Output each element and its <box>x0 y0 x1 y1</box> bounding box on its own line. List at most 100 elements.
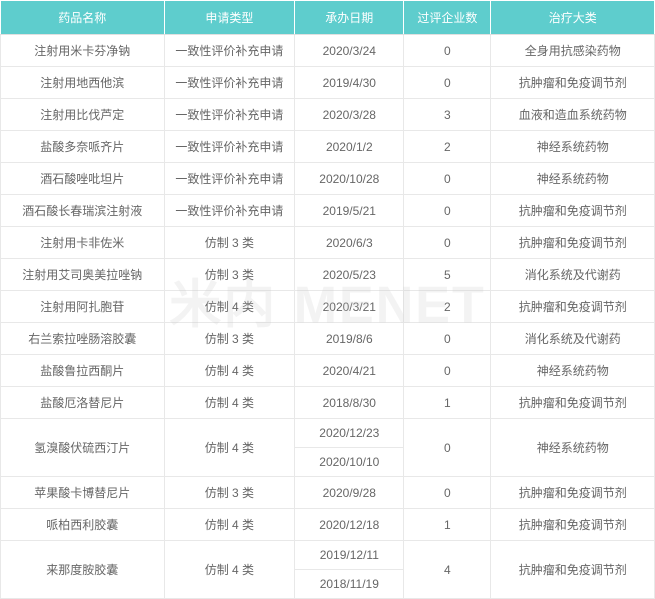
table-cell: 1 <box>404 387 491 419</box>
table-cell: 0 <box>404 323 491 355</box>
table-body: 注射用米卡芬净钠一致性评价补充申请2020/3/240全身用抗感染药物注射用地西… <box>1 35 655 599</box>
table-cell: 2019/12/11 <box>295 541 404 570</box>
table-cell: 0 <box>404 67 491 99</box>
table-cell: 仿制 4 类 <box>164 291 295 323</box>
drug-table: 药品名称申请类型承办日期过评企业数治疗大类 注射用米卡芬净钠一致性评价补充申请2… <box>0 0 655 599</box>
table-cell: 2020/10/28 <box>295 163 404 195</box>
table-cell: 2020/3/24 <box>295 35 404 67</box>
table-cell: 抗肿瘤和免疫调节剂 <box>491 227 655 259</box>
table-cell: 来那度胺胶囊 <box>1 541 165 599</box>
table-cell: 一致性评价补充申请 <box>164 35 295 67</box>
column-header: 申请类型 <box>164 1 295 35</box>
table-cell: 0 <box>404 227 491 259</box>
table-cell: 2018/11/19 <box>295 570 404 599</box>
table-cell: 神经系统药物 <box>491 163 655 195</box>
table-cell: 仿制 3 类 <box>164 477 295 509</box>
table-cell: 0 <box>404 355 491 387</box>
table-cell: 3 <box>404 99 491 131</box>
table-cell: 2019/5/21 <box>295 195 404 227</box>
table-cell: 哌柏西利胶囊 <box>1 509 165 541</box>
table-cell: 仿制 3 类 <box>164 227 295 259</box>
table-cell: 2 <box>404 291 491 323</box>
table-cell: 仿制 3 类 <box>164 323 295 355</box>
table-header-row: 药品名称申请类型承办日期过评企业数治疗大类 <box>1 1 655 35</box>
table-cell: 抗肿瘤和免疫调节剂 <box>491 509 655 541</box>
table-cell: 酒石酸长春瑞滨注射液 <box>1 195 165 227</box>
table-cell: 0 <box>404 195 491 227</box>
table-cell: 0 <box>404 419 491 477</box>
table-cell: 1 <box>404 509 491 541</box>
table-cell: 一致性评价补充申请 <box>164 67 295 99</box>
table-cell: 注射用地西他滨 <box>1 67 165 99</box>
table-cell: 5 <box>404 259 491 291</box>
table-row: 盐酸鲁拉西酮片仿制 4 类2020/4/210神经系统药物 <box>1 355 655 387</box>
table-cell: 抗肿瘤和免疫调节剂 <box>491 387 655 419</box>
table-cell: 全身用抗感染药物 <box>491 35 655 67</box>
table-row: 盐酸厄洛替尼片仿制 4 类2018/8/301抗肿瘤和免疫调节剂 <box>1 387 655 419</box>
table-row: 注射用艾司奥美拉唑钠仿制 3 类2020/5/235消化系统及代谢药 <box>1 259 655 291</box>
table-cell: 注射用卡非佐米 <box>1 227 165 259</box>
table-cell: 酒石酸唑吡坦片 <box>1 163 165 195</box>
table-cell: 2020/5/23 <box>295 259 404 291</box>
table-cell: 一致性评价补充申请 <box>164 131 295 163</box>
table-cell: 仿制 4 类 <box>164 541 295 599</box>
table-cell: 2019/8/6 <box>295 323 404 355</box>
table-row: 右兰索拉唑肠溶胶囊仿制 3 类2019/8/60消化系统及代谢药 <box>1 323 655 355</box>
table-cell: 2020/10/10 <box>295 448 404 477</box>
table-cell: 0 <box>404 35 491 67</box>
table-cell: 血液和造血系统药物 <box>491 99 655 131</box>
table-cell: 仿制 4 类 <box>164 419 295 477</box>
table-cell: 神经系统药物 <box>491 419 655 477</box>
table-cell: 2020/3/21 <box>295 291 404 323</box>
table-cell: 2018/8/30 <box>295 387 404 419</box>
table-cell: 2020/9/28 <box>295 477 404 509</box>
table-cell: 0 <box>404 477 491 509</box>
table-cell: 一致性评价补充申请 <box>164 99 295 131</box>
table-cell: 注射用艾司奥美拉唑钠 <box>1 259 165 291</box>
table-row: 苹果酸卡博替尼片仿制 3 类2020/9/280抗肿瘤和免疫调节剂 <box>1 477 655 509</box>
table-cell: 2020/4/21 <box>295 355 404 387</box>
table-row: 氢溴酸伏硫西汀片仿制 4 类2020/12/230神经系统药物 <box>1 419 655 448</box>
table-cell: 氢溴酸伏硫西汀片 <box>1 419 165 477</box>
table-row: 注射用阿扎胞苷仿制 4 类2020/3/212抗肿瘤和免疫调节剂 <box>1 291 655 323</box>
table-cell: 4 <box>404 541 491 599</box>
table-row: 注射用地西他滨一致性评价补充申请2019/4/300抗肿瘤和免疫调节剂 <box>1 67 655 99</box>
table-cell: 2020/3/28 <box>295 99 404 131</box>
table-row: 注射用米卡芬净钠一致性评价补充申请2020/3/240全身用抗感染药物 <box>1 35 655 67</box>
table-cell: 2019/4/30 <box>295 67 404 99</box>
table-cell: 注射用阿扎胞苷 <box>1 291 165 323</box>
table-cell: 注射用比伐芦定 <box>1 99 165 131</box>
table-cell: 神经系统药物 <box>491 355 655 387</box>
table-cell: 仿制 4 类 <box>164 509 295 541</box>
table-row: 酒石酸长春瑞滨注射液一致性评价补充申请2019/5/210抗肿瘤和免疫调节剂 <box>1 195 655 227</box>
table-row: 注射用卡非佐米仿制 3 类2020/6/30抗肿瘤和免疫调节剂 <box>1 227 655 259</box>
table-row: 哌柏西利胶囊仿制 4 类2020/12/181抗肿瘤和免疫调节剂 <box>1 509 655 541</box>
table-cell: 注射用米卡芬净钠 <box>1 35 165 67</box>
table-row: 注射用比伐芦定一致性评价补充申请2020/3/283血液和造血系统药物 <box>1 99 655 131</box>
table-cell: 仿制 4 类 <box>164 387 295 419</box>
table-cell: 2 <box>404 131 491 163</box>
table-cell: 盐酸鲁拉西酮片 <box>1 355 165 387</box>
table-cell: 消化系统及代谢药 <box>491 323 655 355</box>
table-cell: 抗肿瘤和免疫调节剂 <box>491 291 655 323</box>
table-cell: 2020/1/2 <box>295 131 404 163</box>
column-header: 承办日期 <box>295 1 404 35</box>
table-cell: 抗肿瘤和免疫调节剂 <box>491 67 655 99</box>
table-row: 来那度胺胶囊仿制 4 类2019/12/114抗肿瘤和免疫调节剂 <box>1 541 655 570</box>
table-cell: 仿制 4 类 <box>164 355 295 387</box>
table-cell: 0 <box>404 163 491 195</box>
table-cell: 2020/12/18 <box>295 509 404 541</box>
table-cell: 2020/6/3 <box>295 227 404 259</box>
column-header: 药品名称 <box>1 1 165 35</box>
table-cell: 苹果酸卡博替尼片 <box>1 477 165 509</box>
table-cell: 盐酸多奈哌齐片 <box>1 131 165 163</box>
table-cell: 消化系统及代谢药 <box>491 259 655 291</box>
table-cell: 右兰索拉唑肠溶胶囊 <box>1 323 165 355</box>
table-cell: 一致性评价补充申请 <box>164 195 295 227</box>
table-row: 盐酸多奈哌齐片一致性评价补充申请2020/1/22神经系统药物 <box>1 131 655 163</box>
table-cell: 神经系统药物 <box>491 131 655 163</box>
table-cell: 抗肿瘤和免疫调节剂 <box>491 195 655 227</box>
table-cell: 2020/12/23 <box>295 419 404 448</box>
table-cell: 盐酸厄洛替尼片 <box>1 387 165 419</box>
column-header: 过评企业数 <box>404 1 491 35</box>
